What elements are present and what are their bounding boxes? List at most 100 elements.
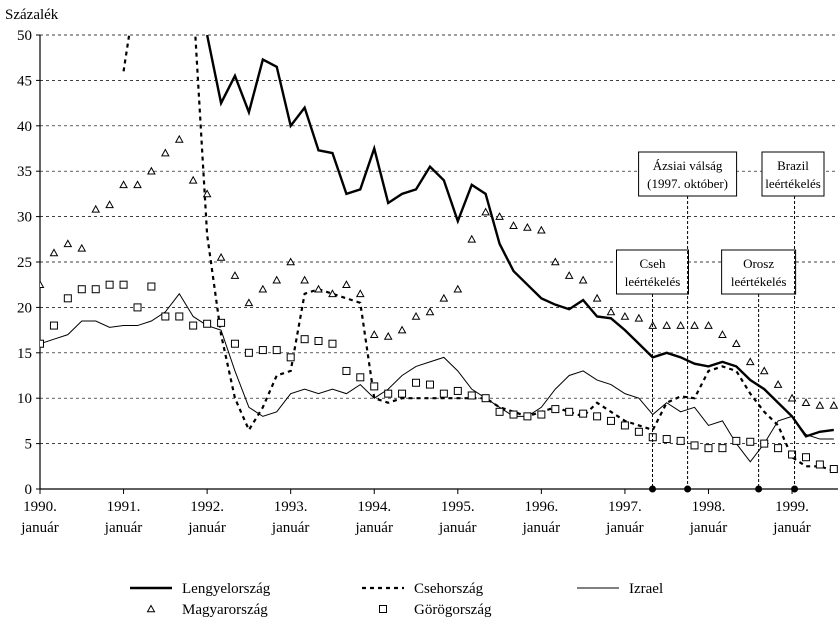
triangle-marker bbox=[592, 293, 602, 302]
series-line bbox=[122, 35, 835, 472]
triangle-marker bbox=[425, 307, 435, 316]
y-tick-label: 45 bbox=[17, 73, 32, 89]
square-marker bbox=[77, 285, 86, 294]
square-marker bbox=[203, 319, 212, 328]
square-marker bbox=[690, 441, 699, 450]
triangle-marker bbox=[634, 313, 644, 322]
y-tick-label: 15 bbox=[17, 346, 32, 362]
square-marker bbox=[300, 335, 309, 344]
triangle-marker bbox=[481, 207, 490, 216]
legend-swatch bbox=[379, 605, 387, 613]
triangle-marker bbox=[704, 321, 713, 329]
triangle-marker bbox=[216, 252, 226, 261]
triangle-marker bbox=[439, 293, 449, 302]
annotation-text: leértékelés bbox=[765, 176, 821, 191]
square-marker bbox=[133, 303, 142, 312]
x-tick-label: 1990. január bbox=[21, 499, 59, 536]
triangle-marker bbox=[286, 257, 296, 266]
square-marker bbox=[829, 465, 838, 474]
annotation-text: Cseh bbox=[639, 256, 666, 271]
square-marker bbox=[342, 366, 351, 375]
legend-swatch bbox=[146, 604, 156, 613]
square-marker bbox=[523, 412, 532, 421]
triangle-marker bbox=[188, 175, 198, 184]
triangle-marker bbox=[718, 330, 727, 338]
square-marker bbox=[746, 437, 755, 446]
annotation-text: Orosz bbox=[743, 256, 774, 271]
x-tick-label: 1996. január bbox=[522, 499, 561, 536]
square-marker bbox=[662, 435, 671, 444]
y-tick-label: 35 bbox=[17, 164, 32, 180]
y-tick-label: 0 bbox=[25, 482, 33, 498]
square-marker bbox=[244, 348, 253, 357]
square-marker bbox=[495, 407, 504, 416]
annotation-dot bbox=[755, 485, 763, 493]
y-tick-label: 40 bbox=[17, 119, 32, 135]
triangle-marker bbox=[314, 284, 323, 293]
square-marker bbox=[356, 373, 365, 382]
triangle-marker bbox=[787, 393, 797, 402]
square-marker bbox=[774, 444, 783, 453]
annotation-text: Brazil bbox=[777, 158, 809, 173]
y-tick-label: 25 bbox=[17, 255, 32, 271]
triangle-marker bbox=[147, 166, 156, 175]
y-tick-label: 5 bbox=[25, 437, 33, 453]
x-tick-label: 1991. január bbox=[104, 499, 143, 536]
legend-label: Izrael bbox=[629, 581, 663, 597]
triangle-marker bbox=[564, 271, 574, 279]
square-marker bbox=[732, 436, 741, 445]
square-marker bbox=[467, 391, 476, 400]
square-marker bbox=[105, 280, 114, 289]
y-tick-label: 10 bbox=[17, 391, 32, 407]
square-marker bbox=[189, 321, 198, 330]
square-marker bbox=[328, 339, 337, 348]
triangle-marker bbox=[731, 339, 741, 348]
square-marker bbox=[453, 386, 462, 395]
triangle-marker bbox=[91, 204, 101, 213]
annotation-text: Ázsiai válság bbox=[653, 158, 723, 173]
square-marker bbox=[286, 353, 295, 362]
y-tick-label: 50 bbox=[17, 28, 32, 44]
y-tick-label: 30 bbox=[17, 210, 32, 226]
triangle-marker bbox=[160, 148, 170, 157]
triangle-marker bbox=[342, 280, 351, 288]
triangle-marker bbox=[119, 180, 128, 189]
series-line bbox=[205, 35, 834, 438]
triangle-marker bbox=[40, 280, 45, 288]
square-marker bbox=[439, 389, 448, 398]
triangle-marker bbox=[63, 239, 73, 248]
annotation-box bbox=[761, 151, 825, 197]
triangle-marker bbox=[202, 189, 212, 198]
x-tick-label: 1994. január bbox=[355, 499, 393, 536]
triangle-marker bbox=[369, 330, 379, 338]
triangle-marker bbox=[174, 134, 184, 143]
square-marker bbox=[49, 321, 58, 330]
square-marker bbox=[119, 280, 128, 289]
triangle-marker bbox=[77, 243, 87, 252]
square-marker bbox=[801, 453, 810, 462]
triangle-marker bbox=[509, 221, 518, 229]
annotation-dot bbox=[648, 485, 656, 493]
legend-label: Görögország bbox=[414, 602, 492, 618]
triangle-marker bbox=[773, 380, 783, 388]
square-marker bbox=[40, 339, 44, 348]
square-marker bbox=[147, 282, 156, 291]
square-marker bbox=[175, 312, 184, 321]
square-marker bbox=[606, 416, 615, 425]
series-line bbox=[40, 292, 834, 463]
triangle-marker bbox=[815, 400, 825, 409]
square-marker bbox=[509, 410, 518, 419]
square-marker bbox=[398, 389, 407, 398]
triangle-marker bbox=[801, 398, 811, 407]
annotation-text: (1997. október) bbox=[647, 176, 728, 191]
square-marker bbox=[412, 378, 421, 387]
x-tick-label: 1992. január bbox=[188, 499, 226, 536]
triangle-marker bbox=[355, 289, 365, 298]
square-marker bbox=[258, 346, 267, 355]
square-marker bbox=[63, 294, 72, 303]
triangle-marker bbox=[453, 284, 463, 293]
legend-label: Lengyelország bbox=[182, 581, 271, 597]
square-marker bbox=[370, 382, 379, 391]
square-marker bbox=[565, 407, 574, 416]
